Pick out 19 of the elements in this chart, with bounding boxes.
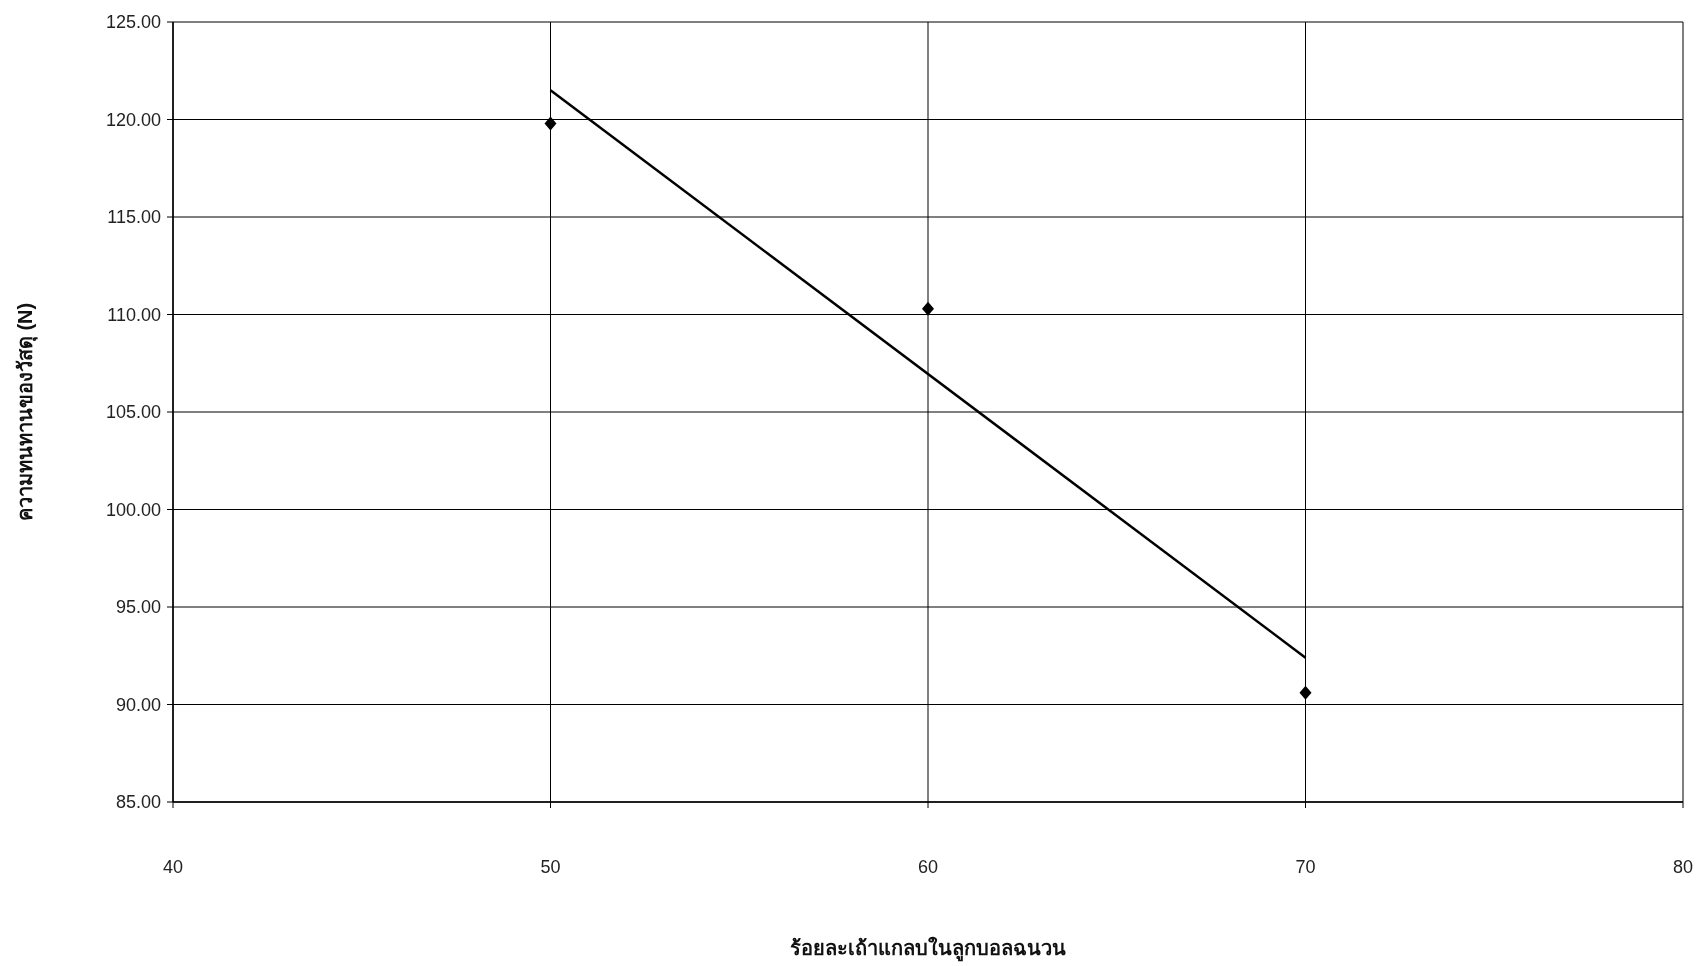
point — [1299, 685, 1312, 700]
x-tick-label: 60 — [917, 857, 939, 877]
x-tick-label: 80 — [1672, 857, 1694, 877]
y-tick-label: 115.00 — [107, 207, 161, 227]
y-tick-label: 95.00 — [115, 597, 161, 617]
x-tick-label: 70 — [1295, 857, 1316, 877]
point — [544, 116, 557, 131]
y-tick-label: 110.00 — [107, 304, 161, 325]
x-axis-title: ร้อยละเถ้าแกลบในลูกบอลฉนวน — [790, 936, 1066, 962]
point — [922, 301, 934, 316]
y-tick-label: 120.00 — [105, 109, 161, 130]
y-tick-label: 90.00 — [115, 694, 161, 715]
y-axis-title: ความทนทานของวัสดุ (N) — [14, 302, 38, 522]
x-tick-label: 50 — [540, 857, 561, 877]
y-tick-label: 85.00 — [115, 792, 161, 812]
y-tick-label: 105.00 — [105, 402, 161, 422]
x-tick-label: 40 — [162, 857, 184, 877]
y-tick-label: 125.00 — [105, 12, 161, 32]
y-tick-label: 100.00 — [105, 499, 161, 520]
